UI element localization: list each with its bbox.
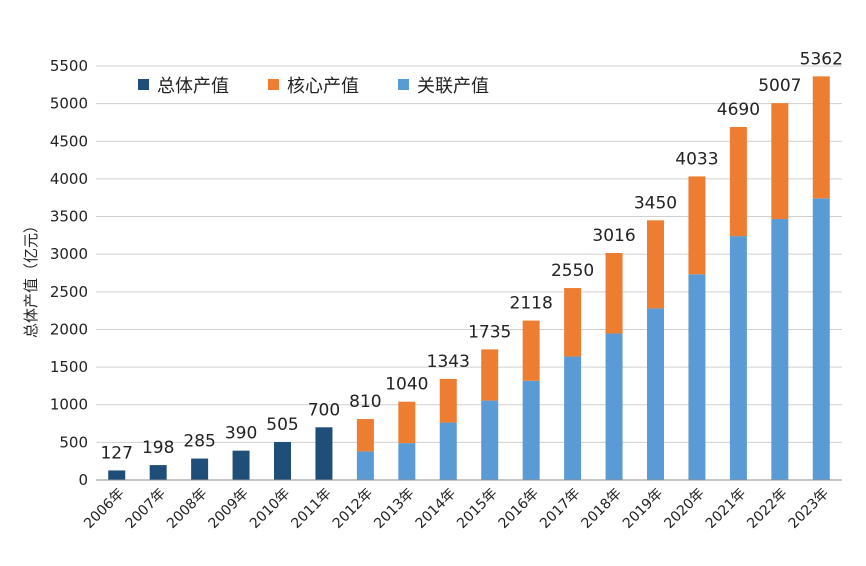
bars [108, 76, 830, 480]
data-label: 810 [349, 392, 381, 412]
bar-core [398, 401, 416, 444]
x-tick-label: 2013年 [371, 486, 417, 532]
data-label: 3450 [634, 193, 677, 213]
x-tick-label: 2021年 [703, 486, 749, 532]
x-tick-label: 2018年 [578, 486, 624, 532]
x-tick-label: 2016年 [496, 486, 542, 532]
data-label: 2118 [510, 294, 553, 314]
legend-swatch [268, 79, 279, 90]
data-label: 4690 [717, 100, 760, 120]
legend: 总体产值 核心产值 关联产值 [138, 76, 489, 97]
x-tick-label: 2006年 [81, 486, 127, 532]
bar-related [688, 274, 706, 480]
data-label: 1343 [427, 352, 470, 372]
x-tick-label: 2010年 [247, 486, 293, 532]
bar-core [812, 76, 830, 199]
y-tick-label: 5000 [50, 95, 88, 113]
bar-core [771, 103, 789, 220]
y-tick-label: 2000 [50, 320, 88, 338]
y-tick-label: 0 [78, 471, 88, 489]
data-label: 1040 [385, 375, 428, 395]
bar-total [274, 441, 291, 480]
bar-core [647, 220, 664, 309]
legend-label: 关联产值 [417, 76, 489, 97]
data-label: 3016 [592, 226, 635, 246]
data-label: 5007 [758, 76, 801, 96]
y-tick-label: 500 [59, 433, 88, 451]
data-label: 390 [225, 424, 257, 444]
bar-total [149, 465, 167, 480]
data-label: 700 [308, 400, 340, 420]
data-label: 2550 [551, 261, 594, 281]
y-tick-label: 4000 [50, 170, 88, 188]
bar-related [481, 400, 499, 480]
bar-total [108, 470, 126, 480]
y-tick-label: 3000 [50, 245, 88, 263]
x-tick-label: 2017年 [537, 486, 583, 532]
data-label: 5362 [800, 49, 843, 69]
y-tick-label: 5500 [50, 57, 88, 75]
bar-total [191, 458, 209, 480]
legend-label: 总体产值 [157, 76, 229, 97]
y-tick-label: 1000 [50, 396, 88, 414]
bar-core [688, 176, 706, 275]
x-tick-label: 2014年 [413, 486, 459, 532]
x-tick-label: 2019年 [620, 486, 666, 532]
bar-related [605, 333, 623, 480]
y-tick-label: 1500 [50, 358, 88, 376]
bar-total [315, 427, 333, 480]
bar-related [729, 236, 747, 480]
y-tick-label: 2500 [50, 283, 88, 301]
bar-core [605, 252, 623, 334]
data-label: 505 [266, 415, 298, 435]
data-label: 4033 [675, 149, 718, 169]
data-label: 127 [100, 443, 132, 463]
y-tick-label: 3500 [50, 208, 88, 226]
x-tick-label: 2015年 [454, 486, 500, 532]
bar-core [522, 320, 540, 381]
bar-core [564, 288, 582, 357]
bar-core [356, 419, 374, 452]
data-label: 198 [142, 438, 174, 458]
bar-related [522, 380, 540, 480]
bar-total [232, 450, 250, 480]
data-label: 285 [183, 432, 215, 452]
x-tick-label: 2023年 [786, 486, 832, 532]
legend-label: 核心产值 [287, 76, 359, 97]
x-tick-label: 2022年 [744, 486, 790, 532]
bar-core [729, 126, 747, 237]
x-tick-label: 2007年 [123, 486, 169, 532]
y-axis-label: 总体产值（亿元） [22, 218, 40, 338]
bar-related [771, 219, 789, 480]
x-tick-label: 2020年 [661, 486, 707, 532]
x-tick-label: 2009年 [205, 486, 251, 532]
x-tick-label: 2012年 [330, 486, 376, 532]
data-label: 1735 [468, 322, 511, 342]
x-tick-label: 2011年 [288, 486, 334, 532]
y-tick-label: 4500 [50, 132, 88, 150]
gridlines [96, 65, 842, 443]
y-axis-ticks: 0 500 1000 1500 2000 2500 3000 3500 4000 4500 5000… [50, 57, 88, 489]
bar-core [481, 349, 499, 401]
bar-related [439, 422, 457, 480]
bar-related [356, 451, 374, 480]
bar-related [398, 443, 416, 480]
bar-related [564, 356, 582, 480]
legend-swatch [398, 79, 409, 90]
bar-related [647, 308, 664, 480]
legend-swatch [138, 79, 149, 90]
x-axis-ticks: 2006年2007年2008年2009年2010年2011年2012年2013年… [81, 486, 832, 532]
bar-core [439, 378, 457, 423]
bar-related [812, 198, 830, 480]
x-tick-label: 2008年 [164, 486, 210, 532]
